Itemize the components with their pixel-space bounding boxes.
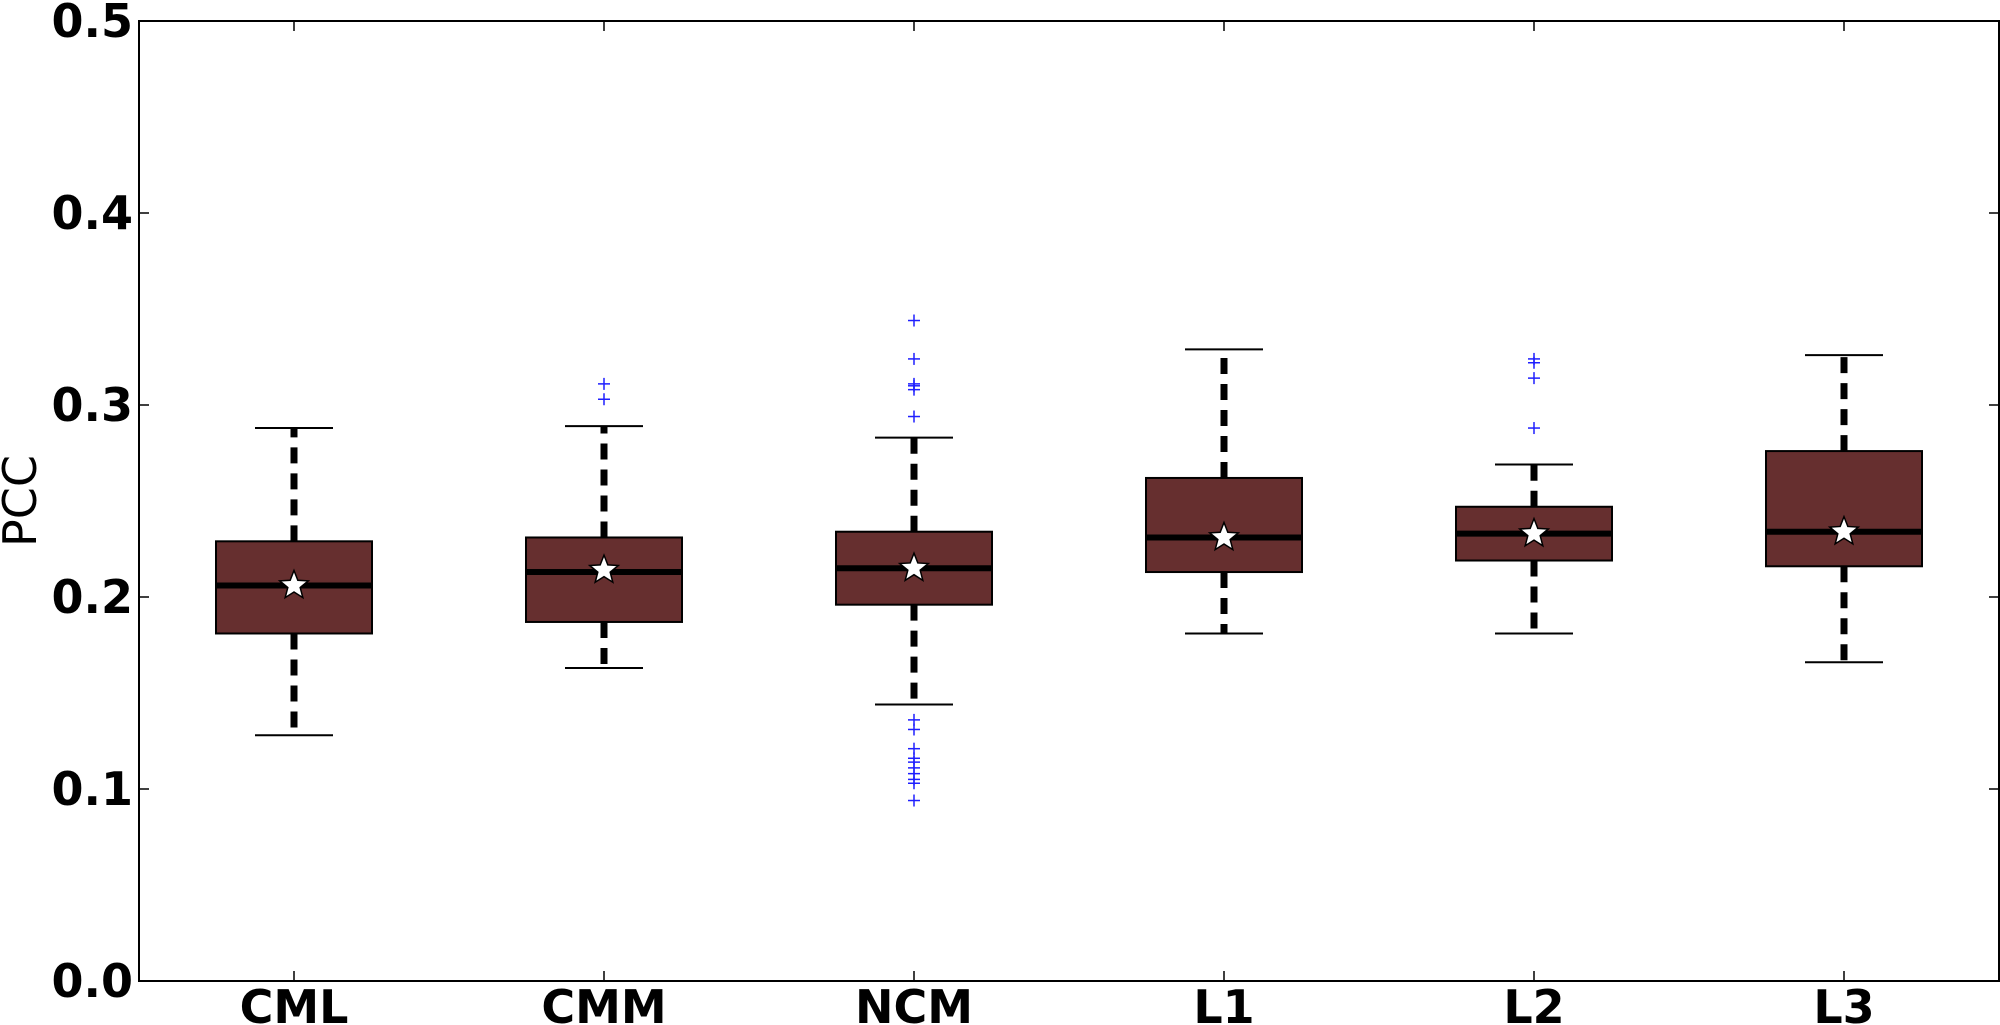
y-tick-label: 0.3 bbox=[52, 378, 134, 432]
outlier-plus-icon bbox=[598, 393, 610, 406]
outlier-plus-icon bbox=[1528, 352, 1540, 365]
mean-star-icon bbox=[1827, 514, 1861, 546]
x-tick-label: CMM bbox=[541, 980, 666, 1025]
outlier-plus-icon bbox=[1528, 422, 1540, 435]
outlier-plus-icon bbox=[908, 314, 920, 327]
box-group-l3 bbox=[1765, 354, 1923, 664]
y-tick-label: 0.2 bbox=[52, 570, 134, 624]
outlier-plus-icon bbox=[1528, 372, 1540, 385]
y-tick-label: 0.0 bbox=[52, 954, 134, 1008]
outlier-plus-icon bbox=[598, 377, 610, 390]
outlier-plus-icon bbox=[908, 377, 920, 390]
box-group-cml bbox=[215, 427, 373, 737]
mean-star-icon bbox=[1517, 516, 1551, 548]
box-group-ncm bbox=[835, 314, 993, 807]
ticks-layer: 0.0 0.1 0.2 0.3 0.4 0.5 CML CMM NCM L1 L2 L3 bbox=[52, 0, 1999, 1025]
y-tick-label: 0.5 bbox=[52, 0, 134, 48]
box-iqr bbox=[525, 536, 683, 623]
mean-star-icon bbox=[1207, 520, 1241, 552]
box-group-cmm bbox=[525, 377, 683, 670]
y-axis-title: PCC bbox=[0, 455, 47, 547]
outlier-plus-icon bbox=[908, 352, 920, 365]
x-tick-label: CML bbox=[240, 980, 349, 1025]
box-group-l1 bbox=[1145, 348, 1303, 635]
outlier-plus-icon bbox=[908, 410, 920, 423]
mean-star-icon bbox=[587, 553, 621, 584]
x-tick-label: NCM bbox=[855, 980, 973, 1025]
outlier-plus-icon bbox=[908, 713, 920, 726]
y-tick-label: 0.1 bbox=[52, 762, 134, 816]
x-tick-label: L1 bbox=[1193, 980, 1254, 1025]
marks-layer bbox=[215, 314, 1923, 807]
plot-frame bbox=[138, 20, 2000, 982]
mean-star-icon bbox=[277, 568, 311, 600]
outlier-plus-icon bbox=[908, 742, 920, 755]
x-tick-label: L2 bbox=[1503, 980, 1564, 1025]
x-tick-label: L3 bbox=[1813, 980, 1874, 1025]
mean-star-icon bbox=[897, 551, 931, 583]
y-tick-label: 0.4 bbox=[52, 186, 134, 240]
box-group-l2 bbox=[1455, 352, 1613, 635]
box-iqr bbox=[1765, 450, 1923, 568]
outlier-plus-icon bbox=[908, 794, 920, 807]
